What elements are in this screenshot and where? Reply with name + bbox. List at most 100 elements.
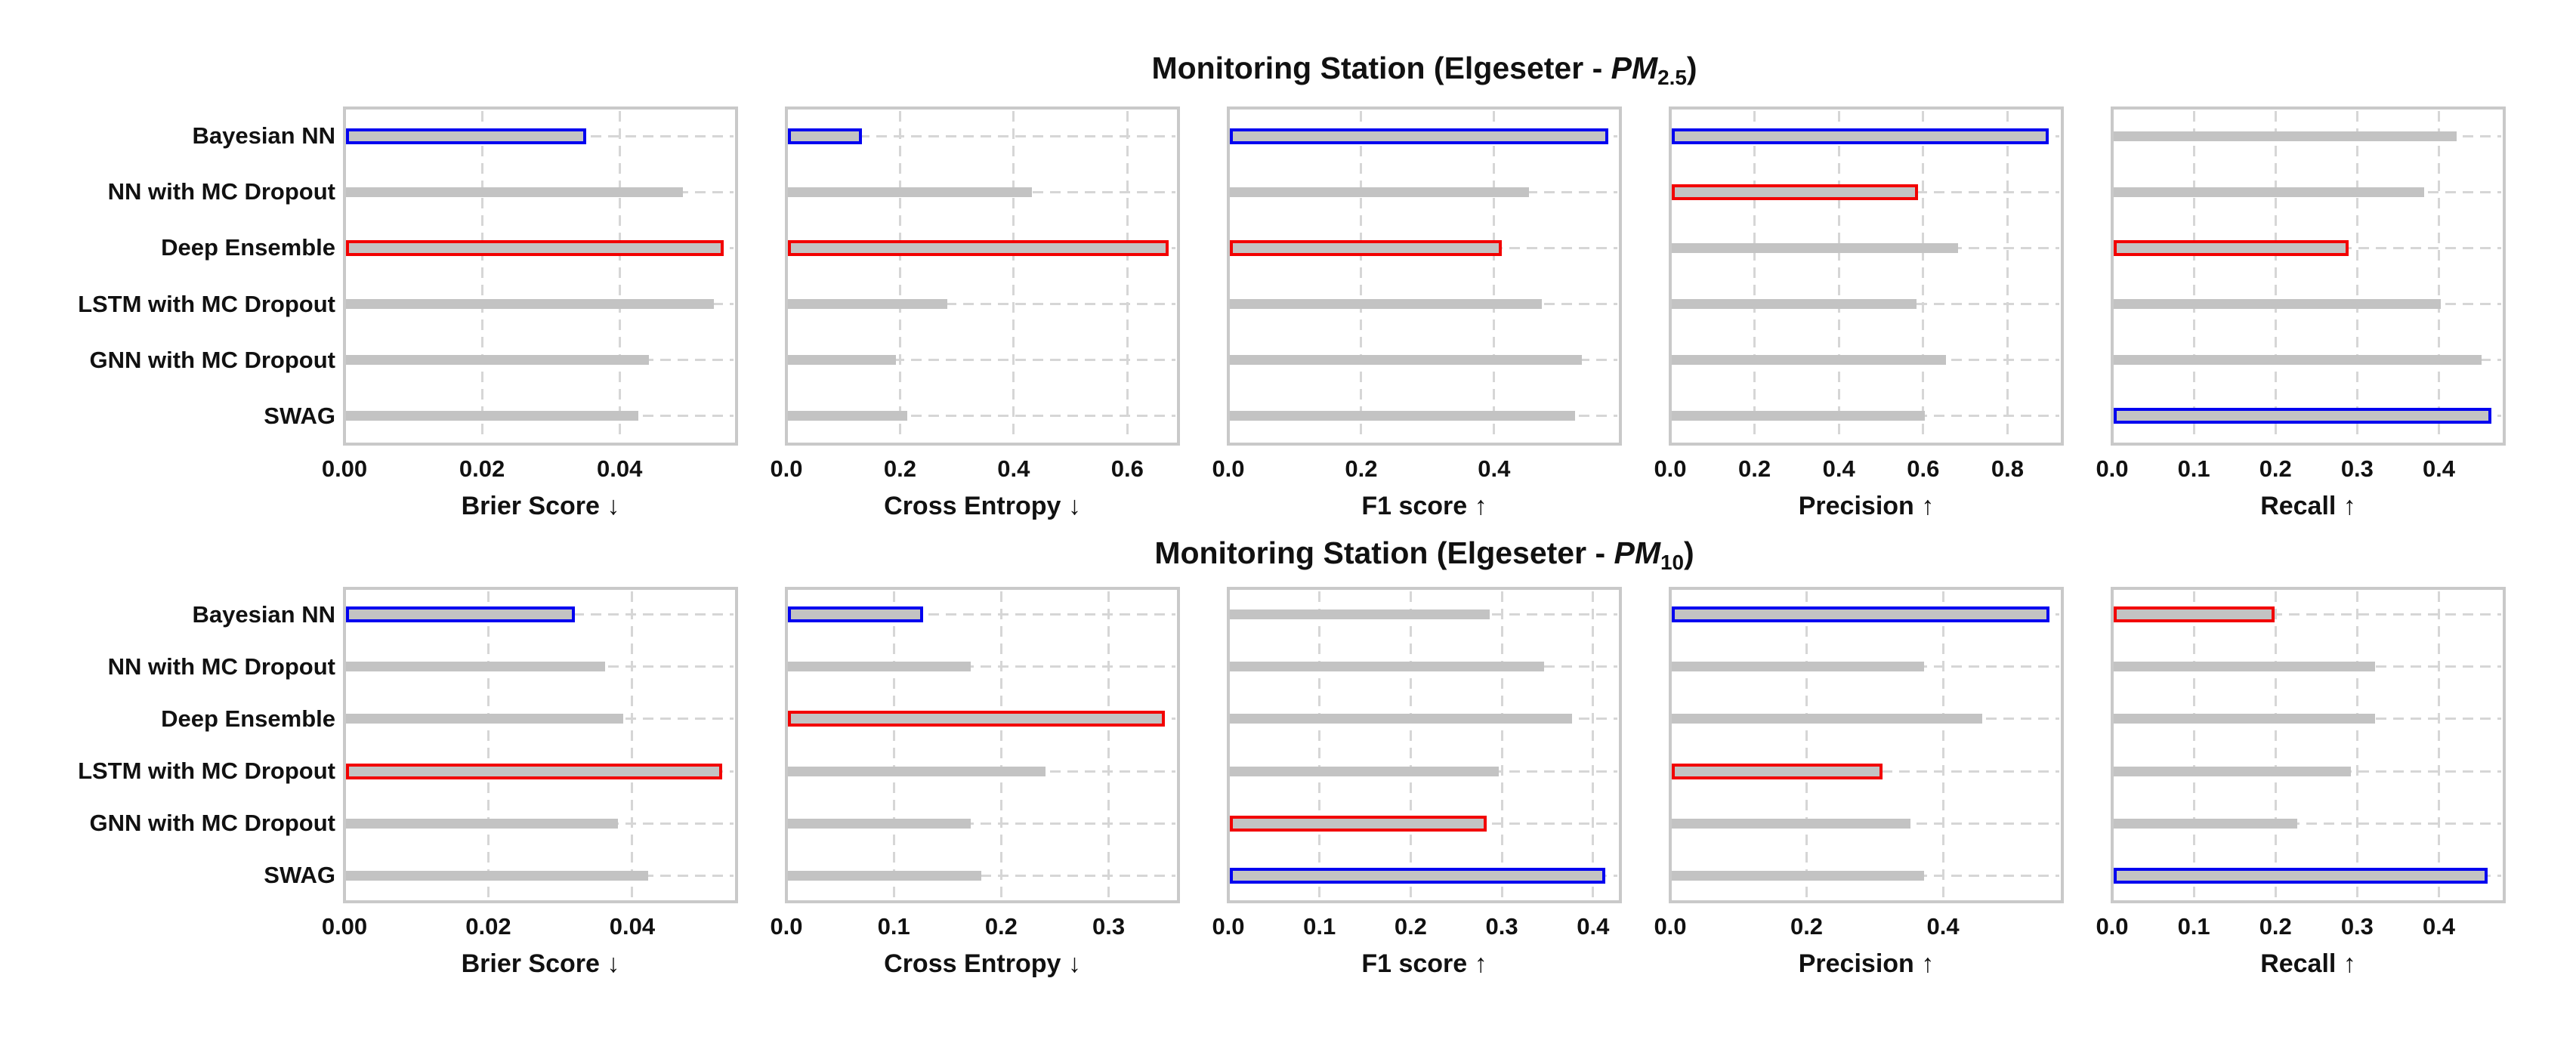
panel-frame [2111, 587, 2506, 903]
gridline-horizontal [789, 874, 1175, 877]
bar [1230, 714, 1572, 724]
bar [2114, 766, 2351, 776]
gridline-vertical [999, 591, 1002, 899]
bar [788, 411, 907, 421]
bar [1230, 662, 1545, 672]
bar [2114, 714, 2375, 724]
bar-best-outlined [1230, 128, 1608, 144]
gridline-vertical [1922, 111, 1925, 441]
gridline-vertical [618, 111, 621, 441]
gridline-vertical [1126, 111, 1129, 441]
x-tick-label: 0.02 [465, 913, 511, 940]
bar-best-outlined [2114, 867, 2488, 884]
bar [1672, 818, 1910, 829]
bar [788, 870, 981, 881]
panel-frame [2111, 106, 2506, 446]
x-tick-label: 0.6 [1110, 455, 1144, 482]
bar [346, 187, 684, 197]
gridline-horizontal [789, 303, 1175, 306]
gridline-vertical [892, 591, 895, 899]
bar [346, 355, 649, 366]
x-tick-label: 0.3 [1092, 913, 1126, 940]
gridline-vertical [1360, 111, 1363, 441]
gridline-vertical [631, 591, 634, 899]
x-tick-label: 0.0 [770, 455, 803, 482]
gridline-vertical [1012, 111, 1015, 441]
category-label: LSTM with MC Dropout [78, 290, 335, 317]
gridline-vertical [2355, 111, 2358, 441]
panel-frame [343, 587, 738, 903]
x-tick-label: 0.4 [1577, 913, 1610, 940]
gridline-horizontal [789, 359, 1175, 362]
bar [346, 299, 715, 310]
category-label: NN with MC Dropout [107, 178, 335, 205]
bar [1230, 411, 1576, 421]
gridline-vertical [1107, 591, 1110, 899]
bar-best-outlined [1230, 867, 1605, 884]
bar-worst-outlined [788, 239, 1169, 256]
bar [1672, 714, 1982, 724]
x-tick-label: 0.2 [984, 913, 1018, 940]
gridline-horizontal [789, 613, 1175, 616]
bar-best-outlined [1672, 128, 2049, 144]
bar [788, 766, 1046, 776]
x-tick-label: 0.3 [2340, 455, 2374, 482]
bar [346, 662, 605, 672]
bar [1672, 299, 1917, 310]
title-pm-subscript: 10 [1660, 550, 1685, 574]
bar-best-outlined [2114, 408, 2491, 424]
title-prefix: Monitoring Station (Elgeseter - [1151, 51, 1611, 85]
bar [1230, 355, 1583, 366]
bar [2114, 355, 2482, 366]
bar [346, 870, 648, 881]
x-tick-label: 0.04 [609, 913, 656, 940]
gridline-vertical [2274, 591, 2277, 899]
bar [346, 411, 638, 421]
x-axis-label: Brier Score ↓ [461, 492, 620, 520]
x-tick-label: 0.0 [1654, 455, 1687, 482]
x-tick-label: 0.2 [1790, 913, 1824, 940]
title-pm-italic: PM [1614, 535, 1661, 570]
bar-worst-outlined [2114, 606, 2275, 623]
x-tick-label: 0.0 [1212, 455, 1245, 482]
gridline-vertical [2274, 111, 2277, 441]
panel-frame [1669, 587, 2064, 903]
bar [1230, 187, 1529, 197]
gridline-vertical [2192, 111, 2195, 441]
bar-worst-outlined [1672, 763, 1883, 779]
x-tick-label: 0.4 [1822, 455, 1855, 482]
x-tick-label: 0.3 [1485, 913, 1518, 940]
gridline-vertical [898, 111, 901, 441]
gridline-vertical [2192, 591, 2195, 899]
gridline-vertical [1837, 111, 1840, 441]
title-pm-subscript: 2.5 [1657, 65, 1687, 89]
x-tick-label: 0.04 [597, 455, 643, 482]
bar [2114, 662, 2375, 672]
x-axis-label: Cross Entropy ↓ [884, 949, 1081, 978]
bar-best-outlined [788, 606, 923, 623]
x-tick-label: 0.8 [1991, 455, 2024, 482]
x-tick-label: 0.0 [2096, 913, 2129, 940]
x-tick-label: 0.1 [1303, 913, 1336, 940]
bar [1230, 299, 1543, 310]
gridline-vertical [2006, 111, 2009, 441]
x-tick-label: 0.0 [2096, 455, 2129, 482]
x-axis-label: Cross Entropy ↓ [884, 492, 1081, 520]
bar [1672, 355, 1946, 366]
gridline-vertical [1753, 111, 1756, 441]
category-label: Bayesian NN [192, 600, 335, 628]
gridline-horizontal [2115, 613, 2501, 616]
title-prefix: Monitoring Station (Elgeseter - [1154, 535, 1614, 570]
bar [2114, 299, 2441, 310]
category-label: GNN with MC Dropout [89, 346, 335, 373]
x-tick-label: 0.4 [2422, 455, 2456, 482]
x-tick-label: 0.0 [770, 913, 803, 940]
bar [2114, 818, 2298, 829]
gridline-vertical [1318, 591, 1321, 899]
category-label: SWAG [264, 402, 335, 429]
gridline-vertical [2355, 591, 2358, 899]
gridline-vertical [480, 111, 483, 441]
bar [2114, 187, 2424, 197]
bar [788, 299, 947, 310]
gridline-vertical [1941, 591, 1944, 899]
